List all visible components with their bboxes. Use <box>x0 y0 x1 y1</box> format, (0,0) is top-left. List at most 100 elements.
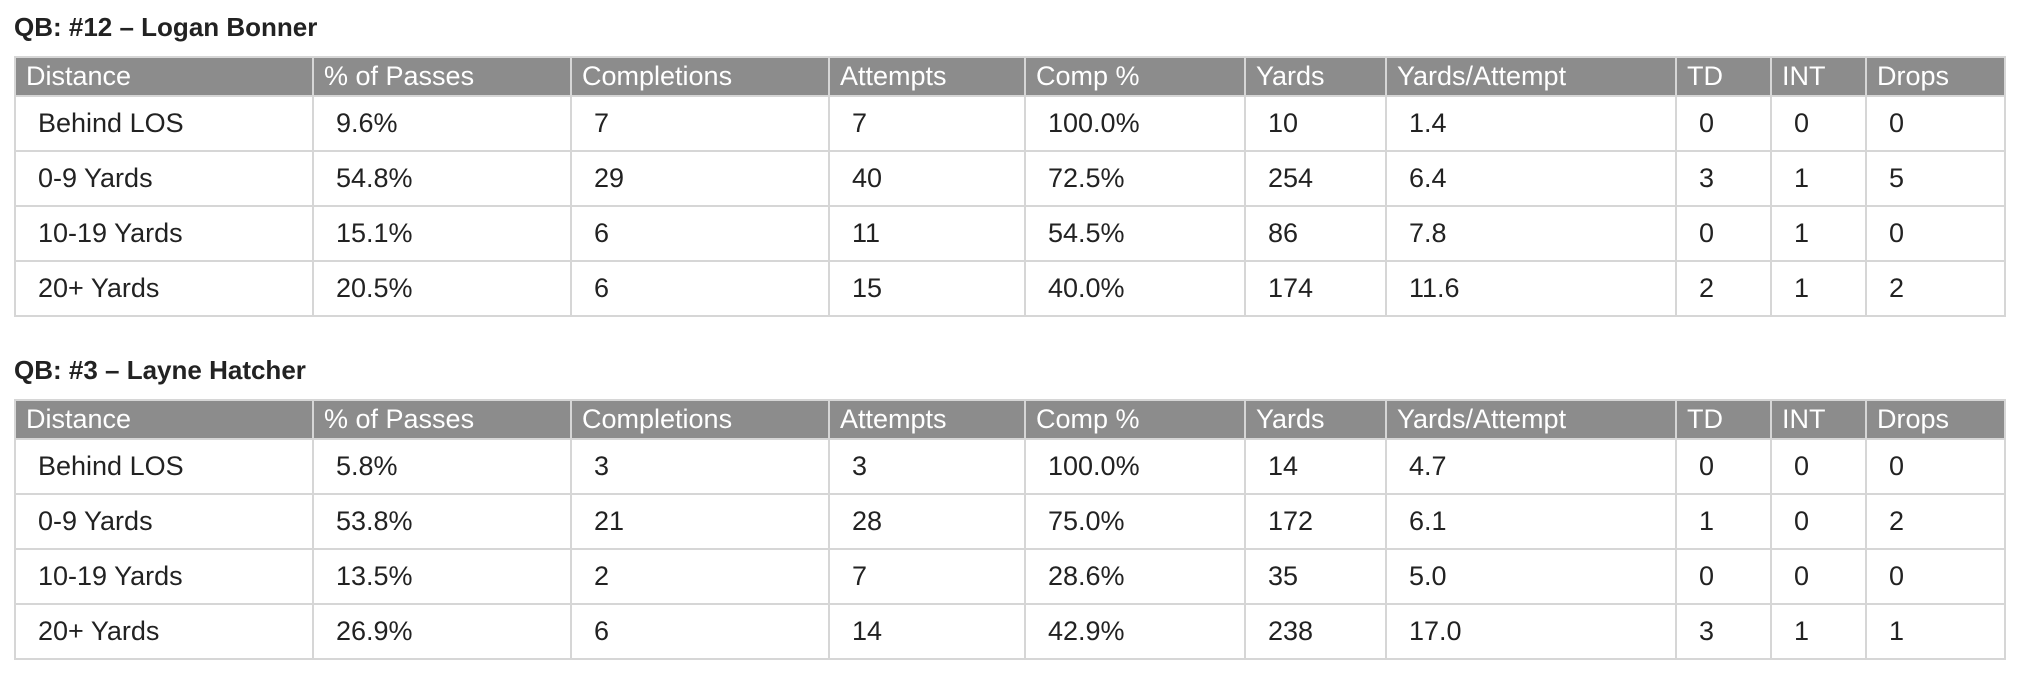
cell-comp-pct: 40.0% <box>1024 260 1246 317</box>
cell-attempts: 3 <box>828 438 1026 495</box>
column-header-pct-of-passes: % of Passes <box>312 56 572 97</box>
cell-drops: 0 <box>1865 548 2006 605</box>
column-header-yards-per-attempt: Yards/Attempt <box>1385 56 1677 97</box>
cell-yards-per-attempt: 1.4 <box>1385 95 1677 152</box>
cell-yards-per-attempt: 11.6 <box>1385 260 1677 317</box>
cell-int: 1 <box>1770 205 1867 262</box>
table-header-row: Distance % of Passes Completions Attempt… <box>14 399 2006 440</box>
cell-int: 1 <box>1770 260 1867 317</box>
cell-yards: 238 <box>1244 603 1387 660</box>
cell-distance: 0-9 Yards <box>14 150 314 207</box>
column-header-completions: Completions <box>570 399 830 440</box>
cell-attempts: 28 <box>828 493 1026 550</box>
cell-completions: 2 <box>570 548 830 605</box>
cell-drops: 0 <box>1865 205 2006 262</box>
cell-attempts: 11 <box>828 205 1026 262</box>
column-header-drops: Drops <box>1865 56 2006 97</box>
cell-drops: 0 <box>1865 438 2006 495</box>
cell-int: 0 <box>1770 493 1867 550</box>
cell-completions: 3 <box>570 438 830 495</box>
cell-int: 0 <box>1770 548 1867 605</box>
cell-int: 1 <box>1770 150 1867 207</box>
column-header-comp-pct: Comp % <box>1024 56 1246 97</box>
column-header-pct-of-passes: % of Passes <box>312 399 572 440</box>
cell-comp-pct: 72.5% <box>1024 150 1246 207</box>
qb-section-layne-hatcher: QB: #3 – Layne Hatcher Distance % of Pas… <box>14 343 2006 660</box>
cell-yards-per-attempt: 6.1 <box>1385 493 1677 550</box>
cell-completions: 7 <box>570 95 830 152</box>
cell-yards: 35 <box>1244 548 1387 605</box>
table-row: Behind LOS 9.6% 7 7 100.0% 10 1.4 0 0 0 <box>14 95 2006 152</box>
cell-int: 0 <box>1770 95 1867 152</box>
column-header-td: TD <box>1675 56 1772 97</box>
column-header-yards-per-attempt: Yards/Attempt <box>1385 399 1677 440</box>
column-header-attempts: Attempts <box>828 399 1026 440</box>
column-header-drops: Drops <box>1865 399 2006 440</box>
cell-drops: 2 <box>1865 493 2006 550</box>
cell-yards: 254 <box>1244 150 1387 207</box>
cell-pct-of-passes: 20.5% <box>312 260 572 317</box>
column-header-int: INT <box>1770 56 1867 97</box>
cell-drops: 0 <box>1865 95 2006 152</box>
column-header-attempts: Attempts <box>828 56 1026 97</box>
cell-td: 0 <box>1675 438 1772 495</box>
column-header-comp-pct: Comp % <box>1024 399 1246 440</box>
cell-drops: 1 <box>1865 603 2006 660</box>
cell-td: 1 <box>1675 493 1772 550</box>
passing-distance-table: Distance % of Passes Completions Attempt… <box>14 56 2006 317</box>
column-header-yards: Yards <box>1244 56 1387 97</box>
table-row: 0-9 Yards 53.8% 21 28 75.0% 172 6.1 1 0 … <box>14 493 2006 550</box>
cell-td: 3 <box>1675 150 1772 207</box>
cell-distance: 0-9 Yards <box>14 493 314 550</box>
cell-comp-pct: 54.5% <box>1024 205 1246 262</box>
table-row: 0-9 Yards 54.8% 29 40 72.5% 254 6.4 3 1 … <box>14 150 2006 207</box>
cell-comp-pct: 75.0% <box>1024 493 1246 550</box>
cell-td: 2 <box>1675 260 1772 317</box>
table-row: 20+ Yards 20.5% 6 15 40.0% 174 11.6 2 1 … <box>14 260 2006 317</box>
cell-completions: 6 <box>570 205 830 262</box>
cell-pct-of-passes: 15.1% <box>312 205 572 262</box>
cell-distance: 10-19 Yards <box>14 205 314 262</box>
cell-pct-of-passes: 13.5% <box>312 548 572 605</box>
cell-attempts: 14 <box>828 603 1026 660</box>
cell-completions: 6 <box>570 603 830 660</box>
cell-td: 0 <box>1675 205 1772 262</box>
cell-yards-per-attempt: 5.0 <box>1385 548 1677 605</box>
cell-yards-per-attempt: 4.7 <box>1385 438 1677 495</box>
cell-distance: 20+ Yards <box>14 260 314 317</box>
qb-section-logan-bonner: QB: #12 – Logan Bonner Distance % of Pas… <box>14 0 2006 317</box>
column-header-int: INT <box>1770 399 1867 440</box>
column-header-distance: Distance <box>14 56 314 97</box>
cell-distance: 10-19 Yards <box>14 548 314 605</box>
cell-attempts: 7 <box>828 95 1026 152</box>
cell-yards-per-attempt: 7.8 <box>1385 205 1677 262</box>
cell-distance: Behind LOS <box>14 95 314 152</box>
cell-comp-pct: 100.0% <box>1024 438 1246 495</box>
cell-int: 0 <box>1770 438 1867 495</box>
qb-title: QB: #3 – Layne Hatcher <box>14 355 306 385</box>
column-header-distance: Distance <box>14 399 314 440</box>
cell-td: 0 <box>1675 95 1772 152</box>
cell-comp-pct: 28.6% <box>1024 548 1246 605</box>
cell-completions: 21 <box>570 493 830 550</box>
cell-td: 0 <box>1675 548 1772 605</box>
table-row: 20+ Yards 26.9% 6 14 42.9% 238 17.0 3 1 … <box>14 603 2006 660</box>
cell-comp-pct: 100.0% <box>1024 95 1246 152</box>
cell-pct-of-passes: 26.9% <box>312 603 572 660</box>
column-header-td: TD <box>1675 399 1772 440</box>
cell-pct-of-passes: 53.8% <box>312 493 572 550</box>
table-row: 10-19 Yards 13.5% 2 7 28.6% 35 5.0 0 0 0 <box>14 548 2006 605</box>
table-row: Behind LOS 5.8% 3 3 100.0% 14 4.7 0 0 0 <box>14 438 2006 495</box>
cell-drops: 2 <box>1865 260 2006 317</box>
qb-title: QB: #12 – Logan Bonner <box>14 12 318 42</box>
cell-yards: 86 <box>1244 205 1387 262</box>
cell-pct-of-passes: 5.8% <box>312 438 572 495</box>
cell-yards: 10 <box>1244 95 1387 152</box>
cell-yards: 14 <box>1244 438 1387 495</box>
cell-distance: 20+ Yards <box>14 603 314 660</box>
cell-pct-of-passes: 54.8% <box>312 150 572 207</box>
cell-pct-of-passes: 9.6% <box>312 95 572 152</box>
cell-yards-per-attempt: 6.4 <box>1385 150 1677 207</box>
passing-distance-table: Distance % of Passes Completions Attempt… <box>14 399 2006 660</box>
cell-yards: 172 <box>1244 493 1387 550</box>
